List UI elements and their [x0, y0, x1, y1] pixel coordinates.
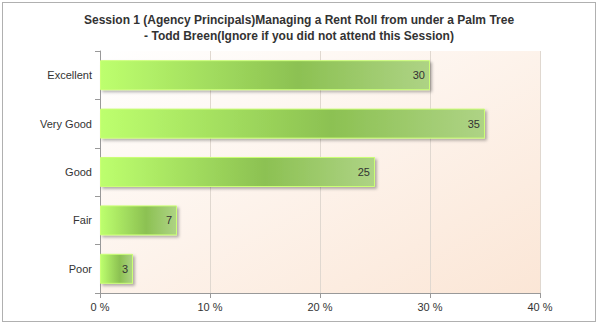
- svg-text:0 %: 0 %: [91, 301, 110, 313]
- svg-text:Good: Good: [65, 166, 92, 178]
- svg-text:35: 35: [468, 118, 480, 130]
- svg-text:25: 25: [358, 166, 370, 178]
- svg-text:Session 1 (Agency Principals)M: Session 1 (Agency Principals)Managing a …: [84, 13, 514, 27]
- svg-text:Excellent: Excellent: [47, 69, 92, 81]
- svg-text:Poor: Poor: [69, 263, 93, 275]
- svg-text:Very Good: Very Good: [40, 118, 92, 130]
- svg-text:7: 7: [166, 214, 172, 226]
- svg-text:- Todd Breen(Ignore if you did: - Todd Breen(Ignore if you did not atten…: [144, 29, 454, 43]
- svg-text:20 %: 20 %: [307, 301, 332, 313]
- svg-text:Fair: Fair: [73, 214, 92, 226]
- svg-text:30 %: 30 %: [417, 301, 442, 313]
- svg-text:10 %: 10 %: [197, 301, 222, 313]
- svg-text:3: 3: [122, 263, 128, 275]
- svg-text:30: 30: [413, 69, 425, 81]
- svg-text:40 %: 40 %: [527, 301, 552, 313]
